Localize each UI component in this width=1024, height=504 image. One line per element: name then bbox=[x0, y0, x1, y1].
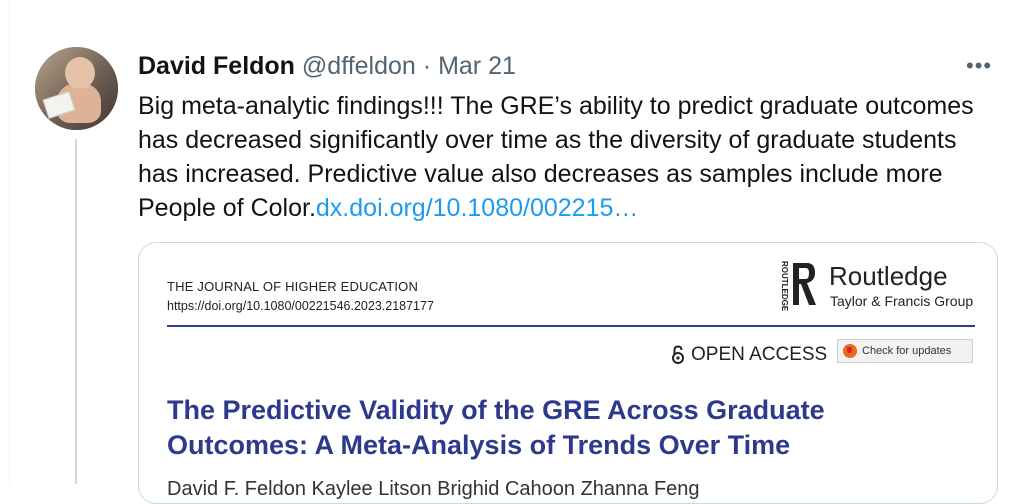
tweet-header: David Feldon @dffeldon · Mar 21 bbox=[138, 52, 516, 80]
open-lock-icon bbox=[672, 345, 684, 364]
avatar-figure-head bbox=[65, 57, 95, 89]
author-list: David F. Feldon Kaylee Litson Brighid Ca… bbox=[167, 478, 700, 501]
tweet-text: Big meta-analytic findings!!! The GRE’s … bbox=[138, 89, 978, 225]
journal-name: THE JOURNAL OF HIGHER EDUCATION bbox=[167, 279, 419, 294]
journal-doi: https://doi.org/10.1080/00221546.2023.21… bbox=[167, 299, 434, 313]
avatar[interactable] bbox=[35, 47, 118, 130]
author-names: David F. Feldon Kaylee Litson Brighid Ca… bbox=[167, 478, 700, 500]
publisher-vertical-text: ROUTLEDGE bbox=[780, 261, 789, 312]
timeline-border bbox=[9, 0, 10, 484]
header-separator: · bbox=[422, 52, 432, 80]
link-preview-card[interactable]: THE JOURNAL OF HIGHER EDUCATION https://… bbox=[138, 242, 998, 504]
check-for-updates-button[interactable]: Check for updates bbox=[837, 339, 973, 363]
routledge-logo-icon: ROUTLEDGE bbox=[780, 261, 816, 312]
tweet-body: Big meta-analytic findings!!! The GRE’s … bbox=[138, 92, 974, 222]
thread-line bbox=[75, 139, 77, 484]
author-name[interactable]: David Feldon bbox=[138, 52, 295, 80]
header-rule bbox=[167, 325, 975, 327]
crossmark-icon bbox=[843, 344, 857, 358]
paper-title: The Predictive Validity of the GRE Acros… bbox=[167, 395, 825, 460]
doi-link[interactable]: dx.doi.org/10.1080/002215… bbox=[315, 194, 639, 222]
open-access-label: OPEN ACCESS bbox=[691, 344, 828, 365]
publisher-subtitle: Taylor & Francis Group bbox=[830, 293, 974, 309]
publisher-name: Routledge bbox=[829, 261, 948, 291]
check-for-updates-label: Check for updates bbox=[862, 345, 952, 357]
tweet-date[interactable]: Mar 21 bbox=[438, 52, 516, 80]
open-access-badge: OPEN ACCESS bbox=[671, 344, 827, 366]
more-options-icon[interactable]: ••• bbox=[966, 53, 993, 78]
author-handle[interactable]: @dffeldon bbox=[301, 52, 416, 80]
